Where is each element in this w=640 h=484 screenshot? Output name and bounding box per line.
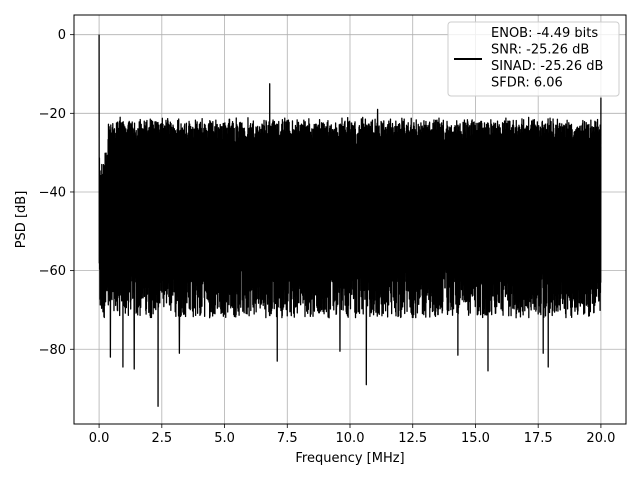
y-tick-label: 0 — [58, 28, 66, 43]
x-tick-label: 7.5 — [277, 431, 298, 446]
legend-text-sfdr: SFDR: 6.06 — [491, 76, 563, 91]
legend: ENOB: -4.49 bits SNR: -25.26 dB SINAD: -… — [448, 22, 619, 96]
y-axis-label: PSD [dB] — [14, 191, 29, 249]
x-tick-label: 12.5 — [398, 431, 427, 446]
x-tick-label: 5.0 — [214, 431, 235, 446]
x-tick-label: 20.0 — [586, 431, 615, 446]
y-tick-label: −20 — [39, 107, 66, 122]
y-tick-label: −60 — [39, 264, 66, 279]
legend-text-snr: SNR: -25.26 dB — [491, 43, 589, 58]
legend-text-enob: ENOB: -4.49 bits — [491, 26, 598, 41]
x-tick-label: 15.0 — [461, 431, 490, 446]
y-tick-label: −40 — [39, 185, 66, 200]
y-tick-label: −80 — [39, 343, 66, 358]
x-tick-label: 17.5 — [524, 431, 553, 446]
x-tick-label: 10.0 — [336, 431, 365, 446]
x-tick-label: 2.5 — [151, 431, 172, 446]
legend-text-sinad: SINAD: -25.26 dB — [491, 59, 603, 74]
x-axis-label: Frequency [MHz] — [295, 451, 404, 466]
x-tick-label: 0.0 — [89, 431, 110, 446]
